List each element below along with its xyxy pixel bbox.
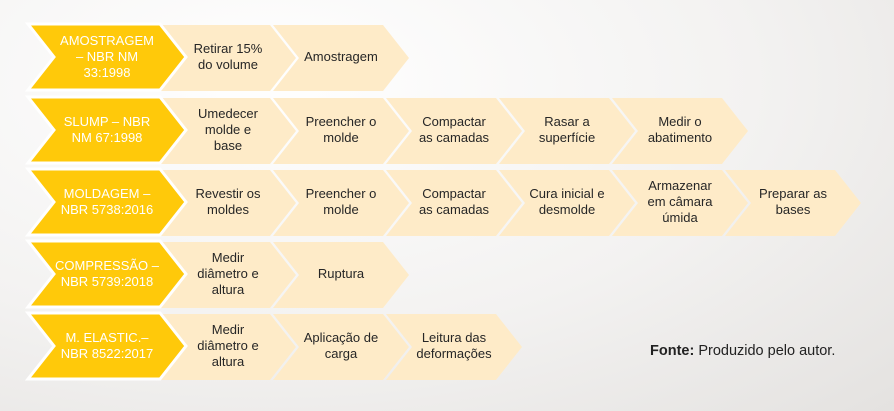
step-label: Rasar a superfície [538, 114, 596, 145]
step-chevron [160, 314, 296, 380]
stage-label: MOLDAGEM – NBR 5738:2016 [60, 186, 154, 217]
step-label: Medir diâmetro e altura [197, 322, 259, 369]
step-label: Leitura das deformações [416, 330, 492, 361]
step-label: Armazenar em câmara úmida [647, 178, 713, 225]
step-chevron [273, 170, 409, 236]
stage-label: SLUMP – NBR NM 67:1998 [63, 114, 151, 145]
source-caption: Fonte: Produzido pelo autor. [650, 343, 835, 359]
step-label: Preparar as bases [759, 186, 827, 217]
step-chevron [386, 170, 522, 236]
step-chevron [160, 25, 296, 91]
stage-chevron [24, 22, 188, 92]
step-chevron [273, 25, 409, 91]
stage-label: AMOSTRAGEM – NBR NM 33:1998 [60, 33, 154, 80]
step-chevron [160, 170, 296, 236]
stage-label: M. ELASTIC.– NBR 8522:2017 [60, 330, 154, 361]
step-chevron [612, 170, 748, 236]
step-label: Medir o abatimento [647, 114, 713, 145]
step-label: Compactar as camadas [418, 114, 490, 145]
step-label: Amostragem [304, 49, 378, 64]
step-chevron [386, 98, 522, 164]
stage-chevron [24, 95, 188, 165]
step-label: Medir diâmetro e altura [197, 250, 259, 297]
step-chevron [499, 98, 635, 164]
step-label: Revestir os moldes [195, 186, 261, 217]
source-label: Fonte: [650, 343, 695, 359]
stage-chevron [24, 167, 188, 237]
step-label: Cura inicial e desmolde [529, 186, 605, 217]
step-label: Preencher o molde [305, 114, 377, 145]
step-label: Umedecer molde e base [198, 106, 258, 153]
step-chevron [386, 314, 522, 380]
stage-chevron [24, 311, 188, 381]
step-chevron [273, 314, 409, 380]
step-chevron [725, 170, 861, 236]
step-chevron [612, 98, 748, 164]
step-label: Retirar 15% do volume [193, 41, 263, 72]
stage-chevron [24, 239, 188, 309]
source-text: Produzido pelo autor. [694, 343, 836, 359]
step-chevron [273, 98, 409, 164]
step-chevron [160, 98, 296, 164]
step-chevron [499, 170, 635, 236]
step-label: Ruptura [317, 266, 365, 281]
step-chevron [273, 242, 409, 308]
step-chevron [160, 242, 296, 308]
step-label: Aplicação de carga [303, 330, 379, 361]
stage-label: COMPRESSÃO – NBR 5739:2018 [54, 258, 160, 289]
step-label: Preencher o molde [305, 186, 377, 217]
step-label: Compactar as camadas [418, 186, 490, 217]
